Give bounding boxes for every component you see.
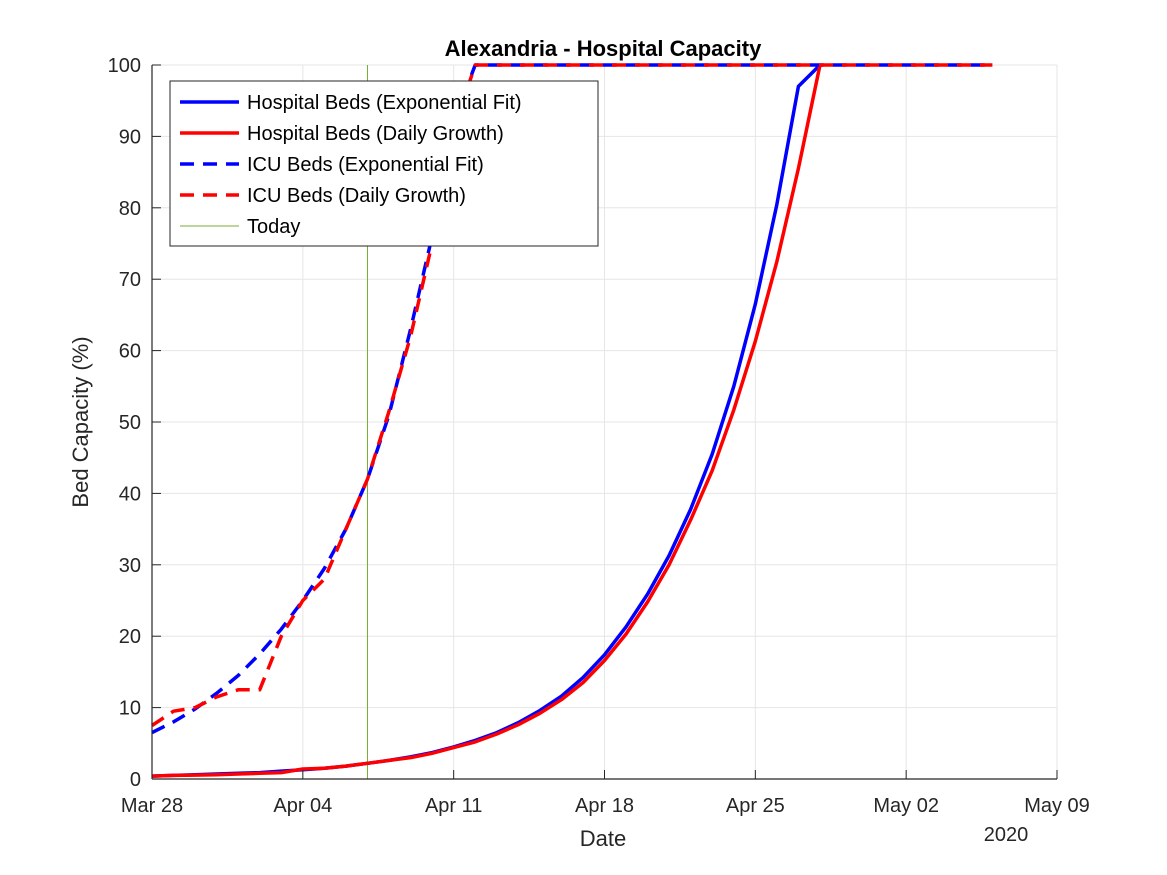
x-tick-label: May 09 <box>1024 795 1090 817</box>
y-tick-label: 30 <box>119 555 141 577</box>
y-tick-label: 0 <box>130 769 141 791</box>
legend-label-4: ICU Beds (Daily Growth) <box>247 185 466 207</box>
x-tick-label: Apr 04 <box>273 795 332 817</box>
x-axis-year-label: 2020 <box>984 824 1029 846</box>
legend-box <box>169 80 599 247</box>
legend: Hospital Beds (Exponential Fit) Hospital … <box>169 80 599 247</box>
y-tick-label: 10 <box>119 698 141 720</box>
y-tick-label: 70 <box>119 269 141 291</box>
y-tick-label: 60 <box>119 341 141 363</box>
x-axis-label: Date <box>580 826 626 851</box>
axes: Mar 28 Apr 04 Apr 11 Apr 18 Apr 25 May 02 May … <box>108 55 1090 817</box>
y-tick-label: 40 <box>119 483 141 505</box>
y-tick-label: 20 <box>119 626 141 648</box>
x-tick-label: Mar 28 <box>121 795 183 817</box>
x-tick-label: Apr 18 <box>575 795 634 817</box>
x-tick-label: May 02 <box>873 795 939 817</box>
y-axis-label: Bed Capacity (%) <box>68 336 93 507</box>
x-tick-label: Apr 25 <box>726 795 785 817</box>
chart-title: Alexandria - Hospital Capacity <box>445 36 762 61</box>
y-tick-label: 90 <box>119 126 141 148</box>
legend-label-5: Today <box>247 216 300 238</box>
y-tick-label: 80 <box>119 198 141 220</box>
legend-label-3: ICU Beds (Exponential Fit) <box>247 154 484 176</box>
x-tick-label: Apr 11 <box>425 795 482 817</box>
y-tick-label: 50 <box>119 412 141 434</box>
y-tick-label: 100 <box>108 55 141 77</box>
legend-label-1: Hospital Beds (Exponential Fit) <box>247 92 522 114</box>
legend-label-2: Hospital Beds (Daily Growth) <box>247 123 504 145</box>
series-line-2 <box>151 64 822 778</box>
